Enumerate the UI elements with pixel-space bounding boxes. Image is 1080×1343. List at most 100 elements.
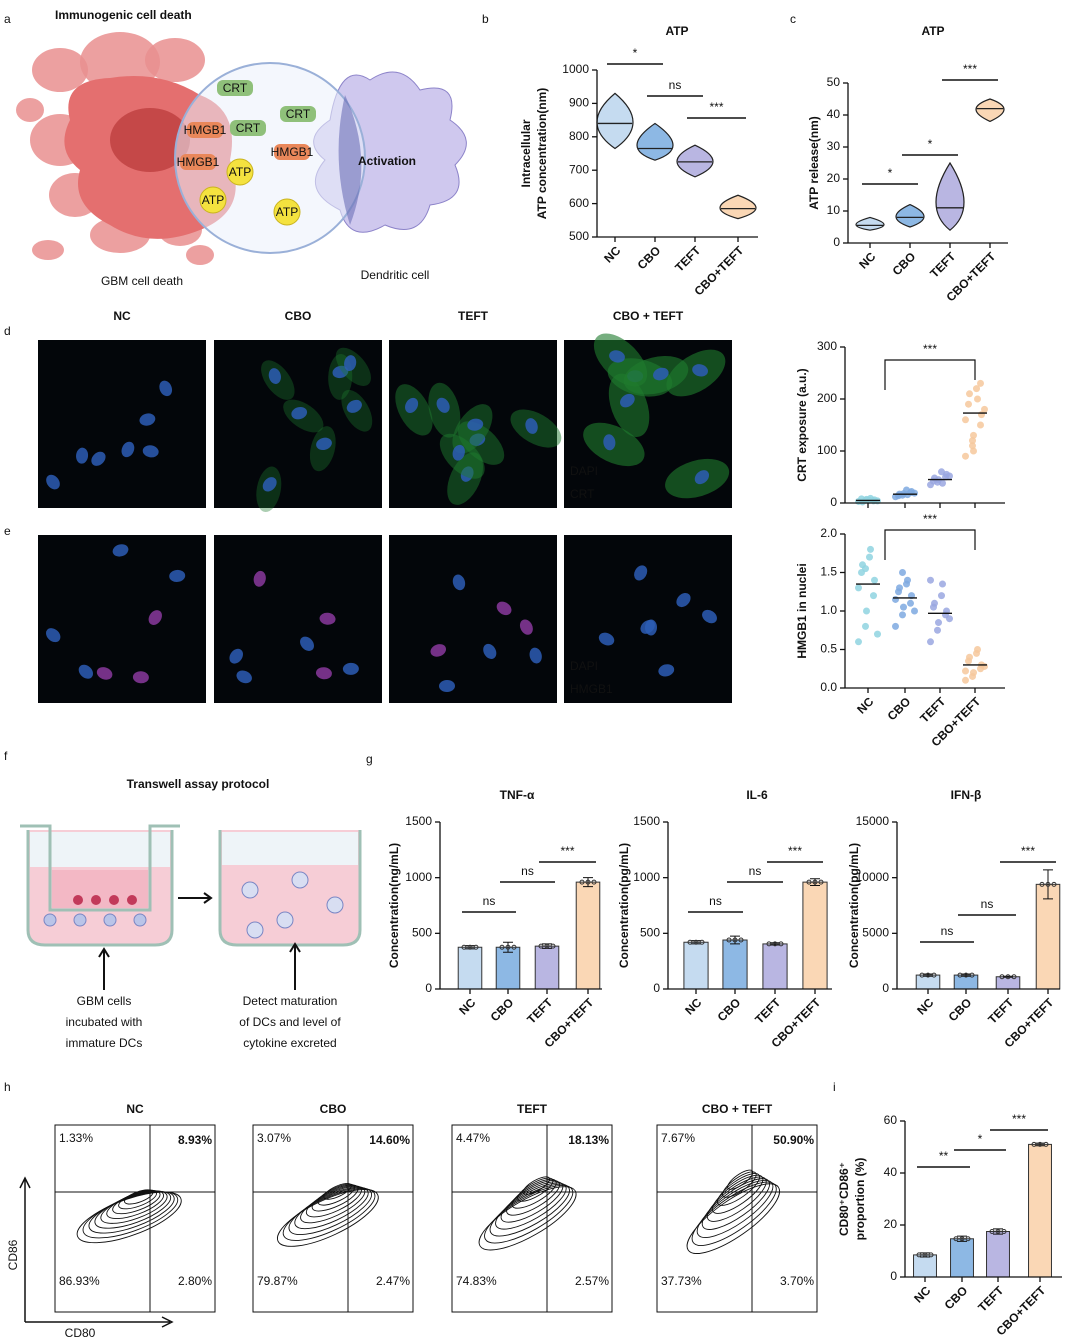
chart-title: ATP — [665, 24, 688, 38]
replicate-dot — [969, 972, 975, 978]
replicate-dot — [699, 939, 705, 945]
significance-label: ns — [709, 894, 722, 908]
data-point — [862, 622, 869, 630]
nucleus-signal — [236, 670, 252, 684]
nucleus-signal — [609, 350, 625, 363]
contour — [305, 1185, 362, 1218]
data-point — [981, 662, 988, 670]
y-tick-label: 1000 — [562, 62, 589, 76]
nucleus-signal — [469, 433, 486, 446]
significance-label: *** — [923, 342, 937, 356]
significance-label: ns — [521, 864, 534, 878]
replicate-dot — [1045, 881, 1051, 887]
error-bar — [1035, 1142, 1045, 1147]
replicate-dot — [585, 879, 591, 885]
replicate-dot — [766, 941, 772, 947]
contour — [495, 1182, 567, 1230]
error-bar — [503, 941, 513, 953]
axis-label: CD80 — [65, 1326, 96, 1340]
replicate-dot — [738, 937, 744, 943]
contour — [517, 1177, 554, 1202]
channel-label: DAPI — [570, 464, 598, 478]
y-axis-label: HMGB1 in nuclei — [795, 563, 809, 658]
data-point — [970, 431, 977, 439]
gbm-cell — [127, 895, 137, 905]
y-tick-label: 1000 — [633, 870, 660, 884]
nucleus-signal — [319, 612, 336, 625]
caption: Detect maturation — [243, 994, 338, 1008]
x-tick-label: TEFT — [917, 694, 949, 726]
data-point — [962, 667, 969, 675]
replicate-dot — [550, 943, 556, 949]
caption: incubated with — [66, 1015, 143, 1029]
data-point — [900, 603, 907, 611]
y-tick-label: 0.0 — [820, 680, 837, 694]
quadrant-label: 86.93% — [59, 1274, 100, 1288]
data-point — [962, 416, 969, 424]
nucleus-signal — [405, 397, 419, 413]
axis-arrow — [19, 1176, 174, 1328]
tag-box — [280, 106, 316, 122]
contour — [522, 1176, 551, 1195]
caption: GBM cells — [77, 994, 132, 1008]
gbm-cell — [109, 895, 119, 905]
data-point — [892, 622, 899, 630]
data-point — [874, 630, 881, 638]
x-tick-label: NC — [854, 694, 876, 716]
x-tick-label: TEFT — [752, 995, 784, 1027]
diagram-tag: CRT — [223, 81, 248, 95]
data-point — [939, 479, 946, 487]
y-tick-label: 10000 — [856, 870, 890, 884]
dc-cell — [133, 913, 147, 927]
chart-title: IL-6 — [746, 788, 768, 802]
x-tick-label: CBO — [635, 243, 664, 272]
contour — [118, 1189, 157, 1210]
caption: of DCs and level of — [239, 1015, 341, 1029]
dc-cell — [326, 896, 344, 914]
nucleus-signal — [159, 380, 173, 397]
y-tick-label: 0 — [830, 495, 837, 509]
significance-label: *** — [560, 844, 574, 858]
nucleus — [110, 108, 190, 172]
y-tick-label: 1.5 — [820, 565, 837, 579]
nucleus-signal — [460, 466, 474, 482]
significance-label: *** — [788, 844, 802, 858]
data-point — [977, 421, 984, 429]
violin — [596, 92, 634, 150]
data-point — [931, 474, 938, 482]
significance-label: ns — [669, 78, 682, 92]
replicate-dot — [1031, 1141, 1037, 1147]
data-point — [855, 638, 862, 646]
dc-cell — [73, 913, 87, 927]
contour — [282, 1188, 376, 1241]
micrograph — [38, 535, 206, 703]
replicate-dot — [989, 1229, 995, 1234]
replicate-dot — [538, 943, 544, 949]
quadrant-label: 3.07% — [257, 1131, 291, 1145]
replicate-dot — [511, 944, 517, 950]
significance-label: *** — [1021, 844, 1035, 858]
caption: GBM cell death — [101, 274, 183, 288]
y-axis-label: Concentration(pg/mL) — [847, 843, 861, 968]
replicate-dot — [818, 879, 824, 885]
tag-box — [180, 154, 216, 170]
data-point — [962, 452, 969, 460]
contour — [711, 1174, 764, 1214]
y-tick-label: 300 — [817, 339, 837, 353]
error-bar — [730, 935, 740, 945]
nucleus-signal — [139, 413, 156, 426]
nucleus-signal — [342, 662, 359, 675]
y-tick-label: 600 — [569, 196, 589, 210]
significance-label: * — [978, 1132, 983, 1146]
replicate-dot — [778, 941, 784, 947]
quadrant-label: 74.83% — [456, 1274, 497, 1288]
data-point — [892, 595, 899, 603]
replicate-dot — [999, 974, 1005, 980]
y-tick-label: 1500 — [633, 814, 660, 828]
quadrant-label: 18.13% — [568, 1133, 609, 1147]
data-point — [966, 390, 973, 398]
panel-label: g — [366, 752, 373, 766]
replicate-dot — [473, 944, 479, 950]
replicate-dot — [726, 937, 732, 943]
data-point — [927, 576, 934, 584]
